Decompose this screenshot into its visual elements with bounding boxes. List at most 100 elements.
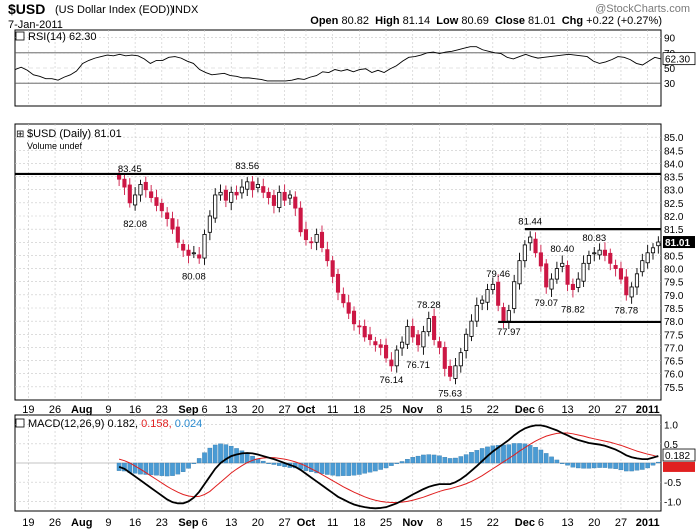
macd-histogram-bar xyxy=(314,462,319,474)
macd-histogram-bar xyxy=(218,443,223,464)
x-tick-label: Dec xyxy=(515,404,535,416)
price-annotation: 76.71 xyxy=(406,360,430,371)
candle-up xyxy=(421,331,426,348)
macd-histogram-bar xyxy=(357,462,362,475)
exchange-label: INDX xyxy=(172,4,199,16)
candle-down xyxy=(624,276,629,296)
ohlc-summary: Open 80.82 High 81.14 Low 80.69 Close 81… xyxy=(310,15,662,27)
macd-histogram-bar xyxy=(597,462,602,468)
price-tick-label: 79.0 xyxy=(664,291,684,302)
macd-histogram-bar xyxy=(239,450,245,464)
price-tick-label: 83.5 xyxy=(664,173,684,184)
x-tick-label: 19 xyxy=(22,404,34,416)
price-annotation: 77.97 xyxy=(497,327,521,338)
macd-histogram-bar xyxy=(490,445,496,464)
x-tick-label-bottom: 19 xyxy=(22,517,34,529)
candle-up xyxy=(213,194,218,219)
quote-date: 7-Jan-2011 xyxy=(8,19,63,31)
macd-tick-label: -0.5 xyxy=(664,478,682,489)
x-tick-label-bottom: 15 xyxy=(460,517,472,529)
price-tick-label: 80.5 xyxy=(664,251,684,262)
candle-down xyxy=(319,231,325,248)
macd-histogram-bar xyxy=(143,462,149,475)
candle-up xyxy=(517,260,522,285)
x-tick-label: 9 xyxy=(105,404,111,416)
macd-tick-label: -1.0 xyxy=(664,497,682,508)
macd-histogram-bar xyxy=(122,462,127,472)
macd-histogram-bar xyxy=(164,462,170,477)
macd-histogram-bar xyxy=(586,462,592,469)
candle-down xyxy=(357,325,362,328)
macd-histogram-bar xyxy=(266,462,271,464)
price-tick-label: 76.0 xyxy=(664,370,684,381)
candle-down xyxy=(325,249,330,262)
candle-up xyxy=(277,191,282,208)
candle-up xyxy=(645,252,650,264)
x-tick-label-bottom: 20 xyxy=(252,517,264,529)
macd-legend-histogram: 0.024 xyxy=(175,418,203,430)
candle-up xyxy=(586,255,591,264)
macd-histogram-bar xyxy=(223,444,229,464)
macd-histogram-bar xyxy=(447,458,453,464)
candle-down xyxy=(127,184,132,204)
macd-histogram-bar xyxy=(309,462,314,472)
macd-histogram-bar xyxy=(453,457,458,464)
macd-line xyxy=(118,424,659,510)
macd-histogram-bar xyxy=(170,462,175,476)
candle-up xyxy=(506,310,511,322)
macd-histogram-bar xyxy=(634,462,640,471)
candle-up xyxy=(314,233,319,243)
macd-histogram-bar xyxy=(506,444,512,464)
x-tick-label: 2011 xyxy=(636,404,660,416)
macd-histogram-bar xyxy=(394,462,400,464)
x-tick-label: 20 xyxy=(588,404,600,416)
price-tick-label: 75.5 xyxy=(664,383,684,394)
candle-up xyxy=(634,273,640,288)
macd-histogram-bar xyxy=(175,462,181,475)
macd-tick-label: 1.0 xyxy=(664,421,678,432)
candle-up xyxy=(245,181,250,190)
x-tick-label-bottom: Dec xyxy=(515,517,535,529)
watermark: @StockCharts.com xyxy=(595,3,690,15)
candle-up xyxy=(592,252,597,255)
candle-up xyxy=(650,247,656,254)
macd-histogram-bar xyxy=(565,462,570,466)
macd-histogram-bar xyxy=(543,453,549,464)
price-legend: $USD (Daily) 81.01 xyxy=(27,128,122,140)
price-tick-label: 79.5 xyxy=(664,278,684,289)
x-tick-label: 25 xyxy=(380,404,392,416)
macd-histogram-bar xyxy=(330,462,335,476)
x-tick-label: 13 xyxy=(561,404,573,416)
macd-histogram-bar xyxy=(212,444,218,464)
candle-down xyxy=(271,195,276,206)
candle-up xyxy=(474,304,479,322)
macd-histogram-bar xyxy=(271,462,277,465)
candle-down xyxy=(410,325,415,338)
candle-down xyxy=(367,334,373,340)
macd-histogram-bar xyxy=(421,454,426,464)
candle-down xyxy=(122,178,127,188)
x-tick-label-bottom: 18 xyxy=(353,517,365,529)
chg-value: +0.22 (+0.27%) xyxy=(586,15,662,27)
price-annotation: 82.08 xyxy=(123,219,147,230)
candle-up xyxy=(138,184,143,196)
candle-down xyxy=(223,189,228,201)
macd-histogram-bar xyxy=(132,462,138,474)
candle-down xyxy=(533,238,538,254)
price-annotation: 83.56 xyxy=(235,161,259,172)
candle-down xyxy=(165,212,170,220)
macd-histogram-bar xyxy=(325,462,330,475)
candle-down xyxy=(234,191,239,196)
macd-histogram-bar xyxy=(458,456,464,464)
rsi-legend-swatch xyxy=(15,31,25,41)
price-annotation: 80.08 xyxy=(182,271,206,282)
x-tick-label: 8 xyxy=(436,404,442,416)
candle-down xyxy=(181,243,186,251)
x-tick-label: 6 xyxy=(201,404,207,416)
rsi-last-value-box xyxy=(662,52,696,66)
macd-histogram-bar xyxy=(629,462,634,472)
candle-down xyxy=(159,202,164,212)
candle-down xyxy=(378,344,383,348)
candle-up xyxy=(581,262,586,282)
